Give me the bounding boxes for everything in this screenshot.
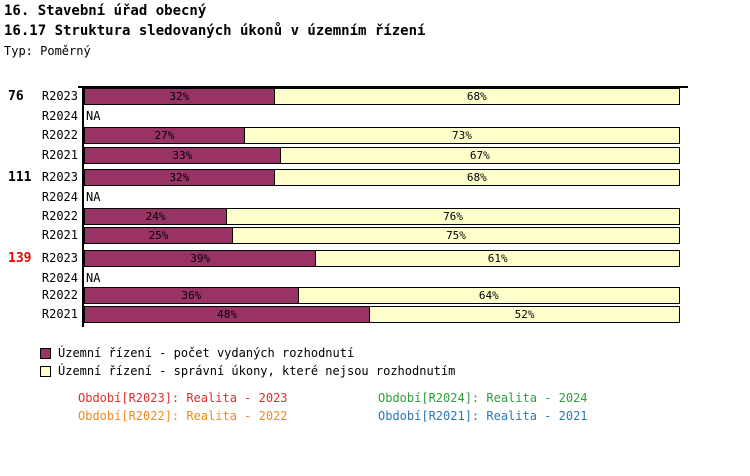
bar-segment-label: 32%: [169, 171, 190, 184]
period-label: R2023: [41, 89, 78, 103]
chart-row: 76 R2023 32% 68%: [0, 88, 750, 105]
bar-segment-other-acts: 68%: [274, 169, 680, 186]
group-count-label: 76: [8, 89, 24, 104]
bar-segment-decisions: 33%: [84, 147, 281, 164]
chart-row: 139 R2023 39% 61%: [0, 250, 750, 267]
bar-stack: 32% 68%: [84, 88, 680, 105]
period-label: R2021: [41, 228, 78, 242]
bar-segment-label: 33%: [172, 149, 193, 162]
chart-row: R2024 NA: [0, 108, 750, 125]
legend-label: Územní řízení - správní úkony, které nej…: [58, 364, 456, 378]
period-label: R2024: [41, 271, 78, 285]
bar-segment-decisions: 25%: [84, 227, 233, 244]
bar-segment-label: 52%: [514, 308, 535, 321]
bar-segment-label: 68%: [466, 90, 487, 103]
bar-segment-decisions: 36%: [84, 287, 299, 304]
legend-swatch-decisions: [40, 347, 51, 359]
chart-row: R2021 25% 75%: [0, 227, 750, 244]
bar-segment-label: 73%: [452, 129, 472, 142]
bar-stack: NA: [84, 270, 680, 287]
bar-segment-label: 24%: [145, 210, 166, 223]
bar-segment-decisions: 39%: [84, 250, 317, 267]
chart-row: R2024 NA: [0, 189, 750, 206]
chart-type-label: Typ: Poměrný: [4, 44, 91, 58]
bar-segment-label: 68%: [466, 171, 487, 184]
chart-row: 111 R2023 32% 68%: [0, 169, 750, 186]
legend-swatch-other-acts: [40, 365, 51, 377]
bar-stack: 32% 68%: [84, 169, 680, 186]
na-label: NA: [86, 109, 101, 123]
legend-item: Územní řízení - správní úkony, které nej…: [40, 362, 455, 380]
period-label: R2021: [41, 148, 78, 162]
bar-segment-decisions: 32%: [84, 169, 275, 186]
bar-stack: 25% 75%: [84, 227, 680, 244]
na-label: NA: [86, 190, 101, 204]
bar-stack: 36% 64%: [84, 287, 680, 304]
footnote-period-r2023: Období[R2023]: Realita - 2023: [78, 391, 288, 405]
bar-segment-other-acts: 75%: [233, 227, 680, 244]
bar-segment-other-acts: 64%: [298, 287, 680, 304]
chart-row: R2021 33% 67%: [0, 147, 750, 164]
bar-segment-label: 25%: [148, 229, 169, 242]
bar-stack: 27% 73%: [84, 127, 680, 144]
period-label: R2022: [41, 128, 78, 142]
bar-segment-other-acts: 52%: [370, 306, 680, 323]
bar-segment-other-acts: 61%: [316, 250, 680, 267]
chart-row: R2024 NA: [0, 270, 750, 287]
bar-segment-label: 48%: [217, 308, 237, 321]
chart-row: R2021 48% 52%: [0, 306, 750, 323]
period-label: R2021: [41, 307, 78, 321]
chart-row: R2022 36% 64%: [0, 287, 750, 304]
bar-segment-label: 39%: [190, 252, 211, 265]
period-label: R2022: [41, 288, 78, 302]
chart-row: R2022 27% 73%: [0, 127, 750, 144]
bar-stack: 39% 61%: [84, 250, 680, 267]
bar-segment-other-acts: 68%: [274, 88, 680, 105]
legend: Územní řízení - počet vydaných rozhodnut…: [40, 344, 455, 380]
bar-segment-label: 61%: [487, 252, 508, 265]
bar-segment-label: 76%: [443, 210, 463, 223]
na-label: NA: [86, 271, 101, 285]
bar-segment-label: 75%: [446, 229, 466, 242]
period-label: R2024: [41, 190, 78, 204]
legend-label: Územní řízení - počet vydaných rozhodnut…: [58, 346, 355, 360]
bar-segment-label: 32%: [169, 90, 190, 103]
bar-segment-decisions: 32%: [84, 88, 275, 105]
bar-stack: 24% 76%: [84, 208, 680, 225]
group-count-label: 139: [8, 251, 32, 266]
footnote-period-r2021: Období[R2021]: Realita - 2021: [378, 409, 588, 423]
bar-segment-other-acts: 67%: [280, 147, 680, 164]
footnote-period-r2022: Období[R2022]: Realita - 2022: [78, 409, 288, 423]
bar-segment-label: 36%: [181, 289, 202, 302]
legend-item: Územní řízení - počet vydaných rozhodnut…: [40, 344, 455, 362]
bar-segment-decisions: 48%: [84, 306, 371, 323]
y-axis-line: [82, 86, 84, 327]
footnote-period-r2024: Období[R2024]: Realita - 2024: [378, 391, 588, 405]
period-label: R2024: [41, 109, 78, 123]
bar-segment-decisions: 27%: [84, 127, 245, 144]
bar-segment-decisions: 24%: [84, 208, 228, 225]
period-label: R2022: [41, 209, 78, 223]
group-count-label: 111: [8, 170, 32, 185]
bar-segment-label: 27%: [154, 129, 175, 142]
chart-row: R2022 24% 76%: [0, 208, 750, 225]
bar-segment-label: 64%: [478, 289, 499, 302]
bar-stack: NA: [84, 108, 680, 125]
bar-stack: NA: [84, 189, 680, 206]
period-label: R2023: [41, 170, 78, 184]
chart-title: 16.17 Struktura sledovaných úkonů v územ…: [4, 23, 426, 39]
bar-stack: 48% 52%: [84, 306, 680, 323]
bar-segment-label: 67%: [469, 149, 490, 162]
bar-segment-other-acts: 76%: [227, 208, 680, 225]
bar-segment-other-acts: 73%: [244, 127, 680, 144]
report-title: 16. Stavební úřad obecný: [4, 3, 207, 19]
axis-top-line: [78, 86, 688, 88]
bar-stack: 33% 67%: [84, 147, 680, 164]
period-label: R2023: [41, 251, 78, 265]
